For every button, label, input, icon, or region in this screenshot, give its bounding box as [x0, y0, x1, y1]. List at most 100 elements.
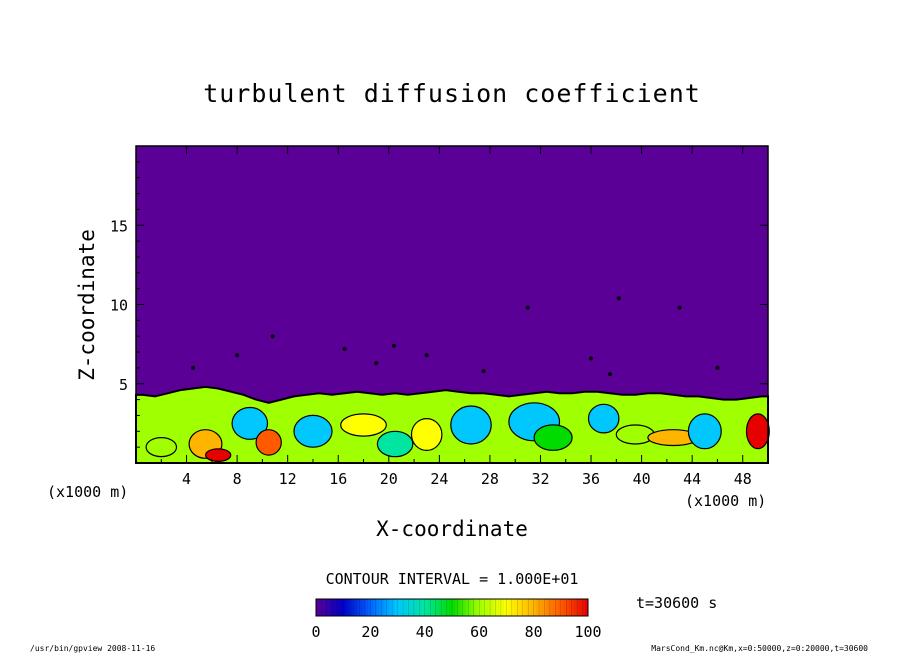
colorbar-segment [522, 598, 526, 617]
x-tick-label-4: 4 [182, 470, 191, 488]
colorbar-segment [375, 598, 380, 617]
colorbar-tick-label-0: 0 [311, 623, 320, 641]
colorbar-segment [549, 598, 554, 617]
x-unit-right: (x1000 m) [685, 492, 766, 510]
colorbar-segment [547, 599, 551, 616]
colorbar-segment [440, 598, 445, 617]
colorbar-segment [400, 599, 404, 616]
turbulent-cell-6 [293, 414, 333, 448]
colorbar-segment [373, 599, 377, 616]
colorbar [315, 598, 589, 617]
colorbar-tick-label-80: 80 [525, 623, 543, 641]
turbulent-cell-9 [410, 418, 443, 452]
x-tick-label-44: 44 [683, 470, 701, 488]
x-unit-left: (x1000 m) [47, 483, 128, 501]
colorbar-segment [560, 598, 565, 617]
colorbar-segment [514, 599, 518, 616]
turbulent-cell-12 [533, 424, 573, 451]
colorbar-segment [579, 599, 583, 616]
colorbar-segment [384, 599, 388, 616]
colorbar-segment [411, 599, 415, 616]
turbulent-cell-3 [204, 448, 232, 463]
colorbar-segment [427, 599, 431, 616]
colorbar-segment [435, 598, 439, 617]
colorbar-segment [449, 599, 453, 616]
colorbar-segment [487, 599, 491, 616]
speck-11 [677, 305, 682, 310]
colorbar-segment [351, 599, 355, 616]
y-axis-label: Z-coordinate [75, 229, 99, 381]
colorbar-segment [506, 598, 510, 617]
turbulent-cell-14 [615, 424, 655, 445]
colorbar-segment [465, 599, 469, 616]
turbulent-cell-5 [255, 429, 282, 456]
x-axis-label: X-coordinate [376, 517, 528, 541]
colorbar-tick-label-20: 20 [361, 623, 379, 641]
colorbar-segment [413, 598, 418, 617]
colorbar-segment [389, 599, 393, 616]
colorbar-segment [471, 599, 475, 616]
colorbar-segment [457, 598, 461, 617]
colorbar-segment [520, 599, 524, 616]
x-tick-label-20: 20 [380, 470, 398, 488]
x-tick-label-40: 40 [633, 470, 651, 488]
colorbar-segment [356, 599, 360, 616]
colorbar-segment [430, 598, 434, 617]
speck-13 [481, 369, 486, 374]
footer-left: /usr/bin/gpview 2008-11-16 [30, 644, 155, 653]
colorbar-segment [544, 598, 548, 617]
colorbar-segment [345, 599, 349, 616]
x-tick-label-36: 36 [582, 470, 600, 488]
y-tick-label-15: 15 [110, 217, 128, 235]
colorbar-segment [359, 598, 363, 617]
colorbar-segment [337, 598, 341, 617]
colorbar-segment [558, 599, 562, 616]
time-label: t=30600 s [636, 594, 717, 612]
y-tick-label-5: 5 [119, 376, 128, 394]
colorbar-segment [585, 599, 589, 616]
colorbar-segment [509, 599, 513, 616]
x-tick-label-12: 12 [279, 470, 297, 488]
colorbar-segment [391, 598, 396, 617]
colorbar-segment [503, 599, 507, 616]
colorbar-segment [582, 598, 586, 617]
colorbar-segment [402, 598, 407, 617]
y-axis: 5 10 15 [110, 161, 768, 448]
colorbar-segment [422, 599, 426, 616]
colorbar-segment [468, 598, 472, 617]
x-tick-label-8: 8 [233, 470, 242, 488]
turbulent-cell-13 [587, 403, 620, 434]
colorbar-segment [397, 598, 401, 617]
colorbar-segment [484, 598, 488, 617]
colorbar-segment [574, 599, 578, 616]
colorbar-frame [315, 598, 589, 617]
colorbar-segment [525, 599, 529, 616]
turbulent-cell-4 [231, 406, 269, 440]
speck-5 [391, 343, 396, 348]
colorbar-segment [362, 599, 366, 616]
colorbar-segment [335, 599, 339, 616]
colorbar-segment [381, 598, 385, 617]
footer-right: MarsCond_Km.nc@Km,x=0:50000,z=0:20000,t=… [651, 644, 868, 653]
colorbar-segment [324, 599, 328, 616]
speck-12 [715, 365, 720, 370]
colorbar-segment [405, 599, 409, 616]
colorbar-segment [454, 599, 458, 616]
colorbar-segment [321, 598, 325, 617]
colorbar-segment [576, 598, 581, 617]
contour-interval: CONTOUR INTERVAL = 1.000E+01 [326, 570, 579, 588]
colorbar-segment [498, 599, 502, 616]
colorbar-tick-label-60: 60 [470, 623, 488, 641]
speck-6 [424, 353, 429, 358]
colorbar-segment [489, 598, 494, 617]
diffusion-field [135, 385, 770, 464]
colorbar-segment [563, 599, 567, 616]
colorbar-segment [555, 598, 559, 617]
colorbar-segment [517, 598, 521, 617]
x-axis: 4 8 12 16 20 24 28 32 36 40 44 48 [160, 146, 769, 488]
colorbar-segment [326, 598, 331, 617]
colorbar-segment [460, 599, 464, 616]
colorbar-segment [462, 598, 467, 617]
colorbar-segment [340, 599, 344, 616]
colorbar-segment [443, 599, 447, 616]
